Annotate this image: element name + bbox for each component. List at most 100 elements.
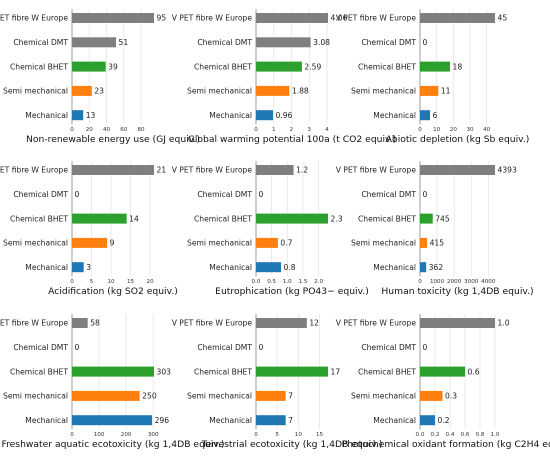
category-label: Mechanical [209,416,252,425]
category-label: V PET fibre W Europe [0,166,68,175]
chart-panel-7: 0 100 200 300 V PET fibre W Europe 58 Chemical… [0,314,225,450]
category-label: Mechanical [373,263,416,272]
data-label: 745 [435,214,450,223]
data-label: 12 [309,319,319,328]
data-label: 3 [86,263,91,272]
x-tick-label: 1.0 [491,432,500,438]
bar [420,85,439,96]
bar [256,213,328,224]
x-axis-title: Acidification (kg SO2 equiv.) [48,286,178,297]
category-label: Chemical DMT [361,38,416,47]
category-label: Semi mechanical [3,87,68,96]
chart-panel-1: 0 20 40 60 80 V PET fibre W Europe 95 Chemical … [0,9,200,145]
x-tick-label: 2000 [447,279,462,285]
bar [420,61,450,72]
category-label: Mechanical [373,111,416,120]
category-label: Chemical BHET [358,62,416,71]
data-label: 4393 [498,166,517,175]
x-tick-label: 15 [316,432,324,438]
bar [256,13,328,23]
bar [256,85,290,96]
x-tick-label: 20 [450,127,458,133]
data-label: 303 [157,367,172,376]
bar [420,318,495,328]
x-tick-label: 1 [272,127,276,133]
category-label: Mechanical [25,263,68,272]
x-tick-label: 0 [70,279,74,285]
data-label: 58 [90,319,100,328]
data-label: 1.0 [498,319,510,328]
x-tick-label: 2.0 [314,279,323,285]
x-tick-label: 4000 [481,279,496,285]
data-label: 2.3 [331,214,343,223]
category-label: V PET fibre W Europe [336,166,417,175]
bar [420,13,495,23]
category-label: V PET fibre W Europe [172,166,253,175]
category-label: Chemical BHET [10,62,68,71]
category-label: Semi mechanical [351,392,416,401]
data-label: 0 [75,343,80,352]
category-label: Mechanical [373,416,416,425]
chart-panel-9: 0.0 0.2 0.4 0.6 0.8 1.0 V PET fibre W Europe 1.… [336,314,550,450]
category-label: V PET fibre W Europe [336,14,417,23]
data-label: 4.06 [331,14,348,23]
bar [256,390,286,401]
x-tick-label: 0 [254,127,258,133]
x-tick-label: 0 [70,127,74,133]
x-tick-label: 0.0 [252,279,261,285]
bar [256,262,282,273]
category-label: Chemical BHET [358,367,416,376]
data-label: 21 [157,166,167,175]
category-label: Chemical DMT [197,343,252,352]
bar [420,110,430,121]
data-label: 11 [441,87,451,96]
data-label: 0.7 [280,239,292,248]
x-tick-label: 1.5 [299,279,308,285]
category-label: Semi mechanical [351,239,416,248]
x-tick-label: 20 [147,279,155,285]
data-label: 0.2 [438,416,450,425]
category-label: V PET fibre W Europe [0,319,68,328]
data-label: 0.8 [284,263,296,272]
data-label: 6 [433,111,438,120]
bar [72,37,117,48]
data-label: 23 [94,87,104,96]
x-tick-label: 0.6 [461,432,470,438]
x-tick-label: 0.2 [431,432,440,438]
x-tick-label: 5 [90,279,94,285]
category-label: Chemical BHET [194,214,252,223]
bar [256,110,274,121]
category-label: V PET fibre W Europe [336,319,417,328]
data-label: 0.3 [445,392,457,401]
category-label: Chemical DMT [13,343,68,352]
x-tick-label: 0 [70,432,74,438]
category-label: Chemical BHET [194,367,252,376]
bar [72,213,127,224]
bar [72,110,84,121]
x-tick-label: 2 [290,127,294,133]
category-label: Mechanical [209,111,252,120]
category-label: Chemical DMT [13,38,68,47]
bar [420,165,495,175]
x-axis-title: Eutrophication (kg PO43− equiv.) [215,286,369,297]
bar [420,262,427,273]
bar [72,366,154,377]
x-tick-label: 1.0 [283,279,292,285]
data-label: 0.6 [468,367,480,376]
bar [72,237,108,248]
bar [256,237,278,248]
x-axis-title: Photochemical oxidant formation (kg C2H4… [342,439,550,450]
category-label: Chemical DMT [197,190,252,199]
chart-panel-4: 0 5 10 15 20 V PET fibre W Europe 21 Chemical D… [0,161,178,297]
x-tick-label: 1000 [430,279,445,285]
data-label: 18 [453,62,463,71]
data-label: 45 [498,14,508,23]
bar [72,262,84,273]
data-label: 7 [288,416,293,425]
data-label: 0 [75,190,80,199]
x-tick-label: 3 [307,127,311,133]
bar [72,13,154,23]
bar [256,366,328,377]
data-label: 0 [423,343,428,352]
